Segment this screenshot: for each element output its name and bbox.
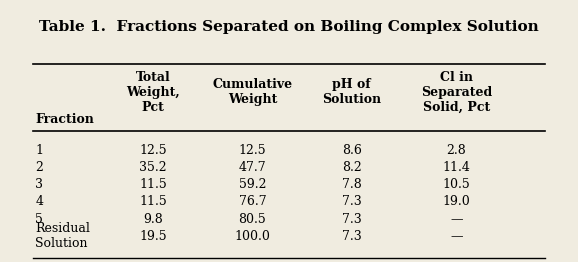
Text: Total
Weight,
Pct: Total Weight, Pct [126,71,180,114]
Text: 1: 1 [35,144,43,156]
Text: 8.6: 8.6 [342,144,362,156]
Text: Table 1.  Fractions Separated on Boiling Complex Solution: Table 1. Fractions Separated on Boiling … [39,20,539,34]
Text: 59.2: 59.2 [239,178,266,191]
Text: 12.5: 12.5 [239,144,266,156]
Text: 11.4: 11.4 [443,161,470,174]
Text: 7.8: 7.8 [342,178,362,191]
Text: 35.2: 35.2 [139,161,166,174]
Text: 7.3: 7.3 [342,230,362,243]
Text: 12.5: 12.5 [139,144,166,156]
Text: 100.0: 100.0 [235,230,271,243]
Text: 11.5: 11.5 [139,195,167,208]
Text: Cl in
Separated
Solid, Pct: Cl in Separated Solid, Pct [421,71,492,114]
Text: 47.7: 47.7 [239,161,266,174]
Text: Fraction: Fraction [35,113,94,126]
Text: 10.5: 10.5 [443,178,470,191]
Text: 80.5: 80.5 [239,213,266,226]
Text: 9.8: 9.8 [143,213,163,226]
Text: Cumulative
Weight: Cumulative Weight [212,78,292,106]
Text: 7.3: 7.3 [342,195,362,208]
Text: 4: 4 [35,195,43,208]
Text: Residual
Solution: Residual Solution [35,222,90,250]
Text: 2.8: 2.8 [447,144,466,156]
Text: 3: 3 [35,178,43,191]
Text: 76.7: 76.7 [239,195,266,208]
Text: 7.3: 7.3 [342,213,362,226]
Text: 11.5: 11.5 [139,178,167,191]
Text: 19.0: 19.0 [443,195,470,208]
Text: —: — [450,230,463,243]
Text: 19.5: 19.5 [139,230,166,243]
Text: 2: 2 [35,161,43,174]
Text: 8.2: 8.2 [342,161,362,174]
Text: 5: 5 [35,213,43,226]
Text: —: — [450,213,463,226]
Text: pH of
Solution: pH of Solution [323,78,381,106]
